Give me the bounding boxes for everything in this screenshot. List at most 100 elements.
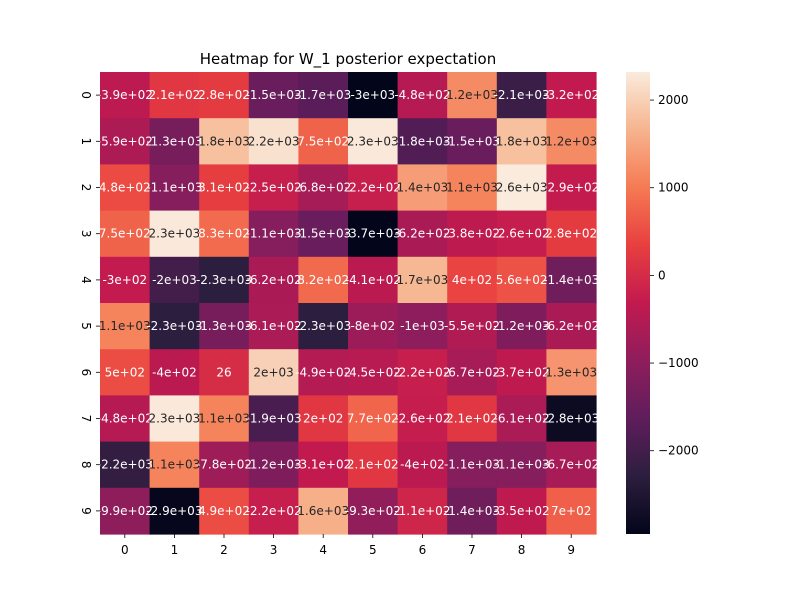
heatmap-cell xyxy=(496,349,547,396)
heatmap-cell xyxy=(397,118,448,165)
heatmap-cell xyxy=(100,349,151,396)
heatmap-cell xyxy=(298,395,349,443)
colorbar-tick-label: 2000 xyxy=(658,93,689,107)
cell-value-label: -9.9e+02 xyxy=(97,504,153,518)
cell-value-label: 8.2e+02 xyxy=(297,273,349,287)
cell-value-label: -6.2e+02 xyxy=(246,273,302,287)
cell-value-label: -1.5e+03 xyxy=(295,227,351,241)
heatmap-cell xyxy=(100,164,151,212)
heatmap-cell xyxy=(100,256,151,304)
heatmap-cell xyxy=(199,164,250,212)
heatmap-cell xyxy=(397,395,448,443)
cell-value-label: -2.6e+02 xyxy=(494,227,550,241)
cell-value-label: -6.2e+02 xyxy=(543,319,599,333)
heatmap-cell xyxy=(447,72,498,119)
cell-value-label: -1.1e+03 xyxy=(146,181,202,195)
x-tick-label: 5 xyxy=(369,543,377,557)
heatmap-cell xyxy=(149,349,200,396)
heatmap-cell xyxy=(149,164,200,212)
heatmap-cell xyxy=(149,303,200,350)
heatmap-cell xyxy=(546,395,597,443)
heatmap-cell xyxy=(496,256,547,304)
x-axis: 0 1 2 3 4 5 6 7 8 9 xyxy=(121,534,575,557)
heatmap-cell xyxy=(447,256,498,304)
heatmap-cell xyxy=(348,256,399,304)
x-tick-label: 2 xyxy=(220,543,228,557)
heatmap-cell xyxy=(496,118,547,165)
heatmap-cell xyxy=(348,210,399,258)
cell-value-label: 4.8e+02 xyxy=(99,181,151,195)
cell-value-label: -2.2e+02 xyxy=(345,181,401,195)
y-tick-label: 3 xyxy=(79,230,93,238)
heatmap-cell-labels: -3.9e+022.1e+022.8e+02-1.5e+03-1.7e+03 -3… xyxy=(97,88,600,518)
cell-value-label: -2.6e+02 xyxy=(394,412,450,426)
cell-value-label: 2e+02 xyxy=(303,412,343,426)
cell-value-label: 1.7e+03 xyxy=(397,273,449,287)
colorbar-tick-label: −1000 xyxy=(658,356,699,370)
colorbar-axis: 2000 1000 0 −1000 −2000 xyxy=(650,93,699,458)
cell-value-label: -6.7e+02 xyxy=(543,458,599,472)
heatmap-cell xyxy=(248,441,299,489)
cell-value-label: -1.1e+02 xyxy=(394,504,450,518)
heatmap-cell xyxy=(100,487,151,535)
heatmap-cell xyxy=(546,256,597,304)
cell-value-label: 4.9e+02 xyxy=(198,504,250,518)
cell-value-label: 7.5e+02 xyxy=(297,134,349,148)
cell-value-label: -4e+02 xyxy=(400,458,445,472)
heatmap-cell xyxy=(496,487,547,535)
heatmap-cell xyxy=(397,256,448,304)
heatmap-cell xyxy=(496,164,547,212)
heatmap-cell xyxy=(546,210,597,258)
heatmap-cell xyxy=(100,303,151,350)
cell-value-label: 1.1e+03 xyxy=(446,181,498,195)
heatmap-cell xyxy=(546,441,597,489)
heatmap-cell xyxy=(248,164,299,212)
cell-value-label: 2.8e+02 xyxy=(545,227,597,241)
cell-value-label: -2.3e+03 xyxy=(146,319,202,333)
cell-value-label: -6.7e+02 xyxy=(444,365,500,379)
x-tick-label: 4 xyxy=(319,543,327,557)
colorbar-tick-label: −2000 xyxy=(658,444,699,458)
heatmap-cell xyxy=(447,164,498,212)
heatmap-cell xyxy=(397,349,448,396)
cell-value-label: 2.1e+02 xyxy=(149,88,201,102)
cell-value-label: 2.8e+02 xyxy=(198,88,250,102)
heatmap-cell xyxy=(348,487,399,535)
cell-value-label: -1.9e+03 xyxy=(246,412,302,426)
cell-value-label: -2.2e+02 xyxy=(394,365,450,379)
heatmap-cell xyxy=(447,487,498,535)
heatmap-cell xyxy=(199,441,250,489)
cell-value-label: 3.1e+02 xyxy=(198,181,250,195)
cell-value-label: 1.1e+03 xyxy=(99,319,151,333)
heatmap-cell xyxy=(496,395,547,443)
heatmap-cell xyxy=(100,72,151,119)
x-tick-label: 6 xyxy=(419,543,427,557)
cell-value-label: 2.1e+02 xyxy=(446,412,498,426)
heatmap-cell xyxy=(248,349,299,396)
heatmap-cell xyxy=(248,303,299,350)
heatmap-cell xyxy=(248,256,299,304)
heatmap-cell xyxy=(100,441,151,489)
cell-value-label: -4.8e+02 xyxy=(394,88,450,102)
heatmap-cell xyxy=(348,303,399,350)
cell-value-label: -1.1e+03 xyxy=(246,227,302,241)
cell-value-label: 1.3e+03 xyxy=(545,365,597,379)
cell-value-label: -1.1e+03 xyxy=(444,458,500,472)
cell-value-label: 2.3e+03 xyxy=(347,134,399,148)
y-tick-label: 9 xyxy=(79,507,93,515)
heatmap-cell xyxy=(149,487,200,535)
cell-value-label: 1.8e+03 xyxy=(496,134,548,148)
y-axis: 0 1 2 3 4 5 6 7 8 9 xyxy=(79,91,100,515)
heatmap-cell xyxy=(248,395,299,443)
cell-value-label: 4e+02 xyxy=(452,273,492,287)
cell-value-label: -3.8e+02 xyxy=(444,227,500,241)
cell-value-label: 2.6e+03 xyxy=(496,181,548,195)
cell-value-label: 8.3e+02 xyxy=(198,227,250,241)
heatmap-cell xyxy=(546,303,597,350)
heatmap-cell xyxy=(447,395,498,443)
heatmap-cell xyxy=(496,210,547,258)
heatmap-cell xyxy=(397,441,448,489)
heatmap-cell xyxy=(298,118,349,165)
cell-value-label: -1.3e+03 xyxy=(146,134,202,148)
heatmap-cell xyxy=(199,487,250,535)
